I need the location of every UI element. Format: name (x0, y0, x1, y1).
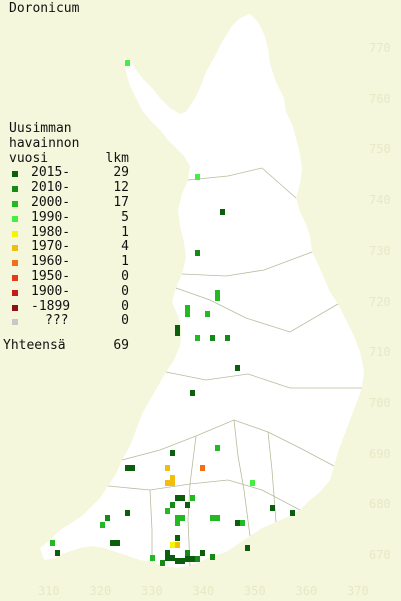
legend-count: 5 (121, 209, 129, 225)
legend-total: Yhteensä 69 (3, 338, 129, 353)
legend-label: 2000- (31, 194, 71, 210)
x-tick-label: 370 (347, 584, 369, 598)
legend-label: 2015- (31, 165, 71, 181)
legend-swatch (12, 171, 18, 178)
legend-label: 1970- (31, 239, 71, 255)
x-tick-label: 330 (141, 584, 163, 598)
y-tick-label: 690 (369, 446, 391, 461)
legend-row: 1970- 4 (9, 239, 129, 255)
finland-outline (50, 14, 364, 568)
y-tick-label: 700 (369, 395, 391, 410)
legend-label: 1990- (31, 209, 71, 225)
y-tick-label: 680 (369, 497, 391, 512)
x-tick-label: 350 (244, 584, 266, 598)
x-tick-label: 360 (295, 584, 318, 598)
y-tick-label: 760 (369, 91, 391, 106)
legend-row: 1900- 0 (9, 283, 129, 300)
y-tick-label: 670 (369, 548, 391, 562)
legend-row: 2000- 17 (9, 194, 129, 211)
legend-rows: 2015- 29 2010- 12 2000- 17 1990- 5 1980- 1 1970- 4 1… (9, 165, 129, 329)
legend-count: 0 (121, 283, 129, 299)
observation-points (50, 60, 295, 566)
legend-swatch (12, 304, 18, 311)
y-tick-label: 720 (369, 294, 391, 309)
legend-heading-1: Uusimman (9, 121, 72, 136)
legend-label: 1960- (31, 254, 71, 270)
legend-swatch (12, 200, 18, 207)
legend-count-header: lkm (105, 150, 129, 166)
legend-row: -1899 0 (9, 298, 129, 315)
legend-label: ??? (45, 313, 69, 329)
x-tick-label: 340 (192, 584, 215, 598)
legend-count: 1 (121, 224, 129, 240)
y-tick-label: 730 (369, 243, 391, 258)
y-tick-label: 710 (369, 345, 391, 360)
legend-row: 2010- 12 (9, 180, 129, 196)
legend-heading-3: vuosi (9, 150, 49, 166)
x-tick-label: 310 (38, 584, 60, 598)
legend-swatch (12, 245, 18, 252)
legend-count: 0 (121, 313, 129, 329)
legend-count: 29 (113, 165, 129, 181)
legend-count: 1 (121, 254, 129, 270)
legend: Uusimman havainnon vuosi lkm 2015- 29 2010… (9, 121, 129, 329)
legend-count: 4 (121, 239, 129, 255)
legend-row: 1980- 1 (9, 224, 129, 241)
map-title: Doronicum (9, 1, 80, 16)
y-tick-label: 770 (369, 41, 391, 55)
legend-count: 0 (121, 298, 129, 314)
legend-swatch (12, 289, 18, 296)
legend-label: 2010- (31, 180, 71, 196)
legend-swatch (12, 319, 18, 326)
legend-total-label: Yhteensä (3, 338, 66, 353)
legend-row: ??? 0 (9, 313, 129, 329)
legend-swatch (12, 260, 18, 267)
legend-row: 1950- 0 (9, 268, 129, 285)
legend-row: 1990- 5 (9, 209, 129, 226)
legend-row: 2015- 29 (9, 165, 129, 181)
legend-count: 12 (113, 180, 129, 196)
y-tick-label: 750 (369, 142, 391, 157)
y-tick-label: 740 (369, 193, 391, 208)
legend-count: 0 (121, 268, 129, 284)
legend-label: 1950- (31, 268, 71, 284)
legend-swatch (12, 274, 18, 281)
legend-total-count: 69 (113, 338, 129, 353)
x-tick-label: 320 (89, 584, 112, 598)
legend-heading-3-row: vuosi lkm (9, 150, 129, 167)
legend-row: 1960- 1 (9, 254, 129, 270)
legend-swatch (12, 215, 18, 222)
legend-swatch (12, 186, 18, 193)
legend-label: -1899 (31, 298, 71, 314)
legend-label: 1980- (31, 224, 71, 240)
legend-count: 17 (113, 194, 129, 210)
legend-label: 1900- (31, 283, 71, 299)
legend-swatch (12, 230, 18, 237)
legend-heading-2: havainnon (9, 135, 80, 151)
